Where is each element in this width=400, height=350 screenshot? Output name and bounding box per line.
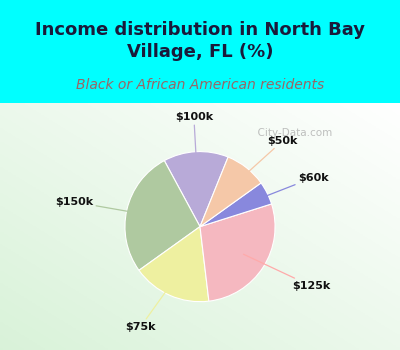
- Text: $75k: $75k: [125, 273, 179, 332]
- Text: Income distribution in North Bay
Village, FL (%): Income distribution in North Bay Village…: [35, 21, 365, 61]
- Text: $150k: $150k: [55, 197, 150, 215]
- Text: $100k: $100k: [175, 112, 213, 175]
- Text: City-Data.com: City-Data.com: [251, 128, 333, 138]
- Wedge shape: [200, 157, 261, 227]
- Text: $60k: $60k: [246, 173, 328, 204]
- Wedge shape: [139, 227, 209, 302]
- Wedge shape: [164, 152, 228, 227]
- Text: Black or African American residents: Black or African American residents: [76, 78, 324, 92]
- Wedge shape: [125, 161, 200, 270]
- Text: $50k: $50k: [232, 135, 298, 187]
- Text: $125k: $125k: [244, 254, 330, 291]
- Wedge shape: [200, 183, 272, 227]
- Wedge shape: [200, 204, 275, 301]
